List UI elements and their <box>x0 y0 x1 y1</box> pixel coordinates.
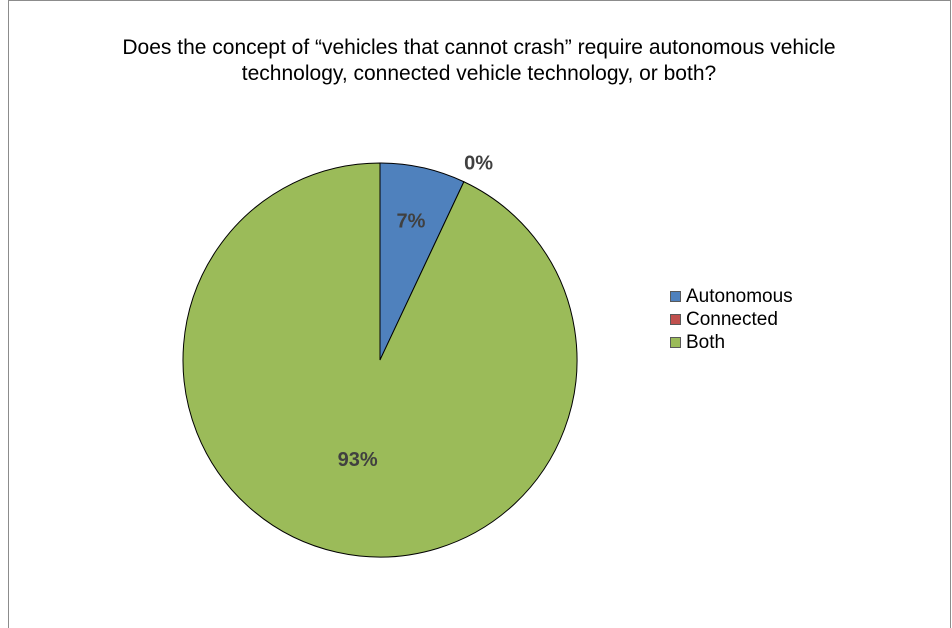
legend-item-connected: Connected <box>670 309 793 330</box>
legend-swatch-both <box>670 337 681 348</box>
legend-label-autonomous: Autonomous <box>686 285 793 307</box>
legend-label-both: Both <box>686 331 726 353</box>
pie-slice-both <box>182 162 578 558</box>
data-label-autonomous: 7% <box>396 211 425 233</box>
data-label-both: 93% <box>338 449 378 471</box>
legend-item-both: Both <box>670 332 793 353</box>
legend-label-connected: Connected <box>686 308 778 330</box>
data-label-connected: 0% <box>464 152 493 174</box>
legend: Autonomous Connected Both <box>670 286 793 355</box>
legend-item-autonomous: Autonomous <box>670 286 793 307</box>
legend-swatch-autonomous <box>670 291 681 302</box>
chart-title: Does the concept of “vehicles that canno… <box>122 36 836 85</box>
legend-swatch-connected <box>670 314 681 325</box>
